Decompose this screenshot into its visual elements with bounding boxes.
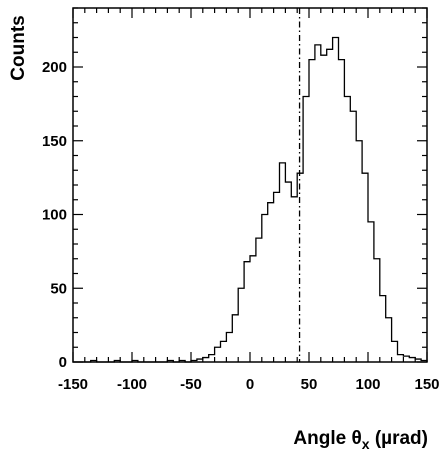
y-axis-title: Counts: [8, 15, 29, 80]
histogram-line: [73, 36, 428, 363]
y-tick-label: 200: [42, 59, 67, 76]
x-axis-title: Angle θx (µrad): [293, 428, 428, 452]
x-tick-label: 150: [414, 376, 439, 393]
y-tick-label: 150: [42, 133, 67, 150]
x-tick-label: -100: [117, 376, 147, 393]
plot-frame: [72, 7, 428, 363]
y-tick-label: 0: [59, 354, 67, 371]
y-tick-label: 50: [50, 280, 67, 297]
y-tick-label: 100: [42, 207, 67, 224]
x-tick-label: -150: [58, 376, 88, 393]
x-tick-label: 0: [246, 376, 254, 393]
x-tick-label: 50: [301, 376, 318, 393]
x-tick-label: 100: [355, 376, 380, 393]
x-tick-label: -50: [180, 376, 202, 393]
